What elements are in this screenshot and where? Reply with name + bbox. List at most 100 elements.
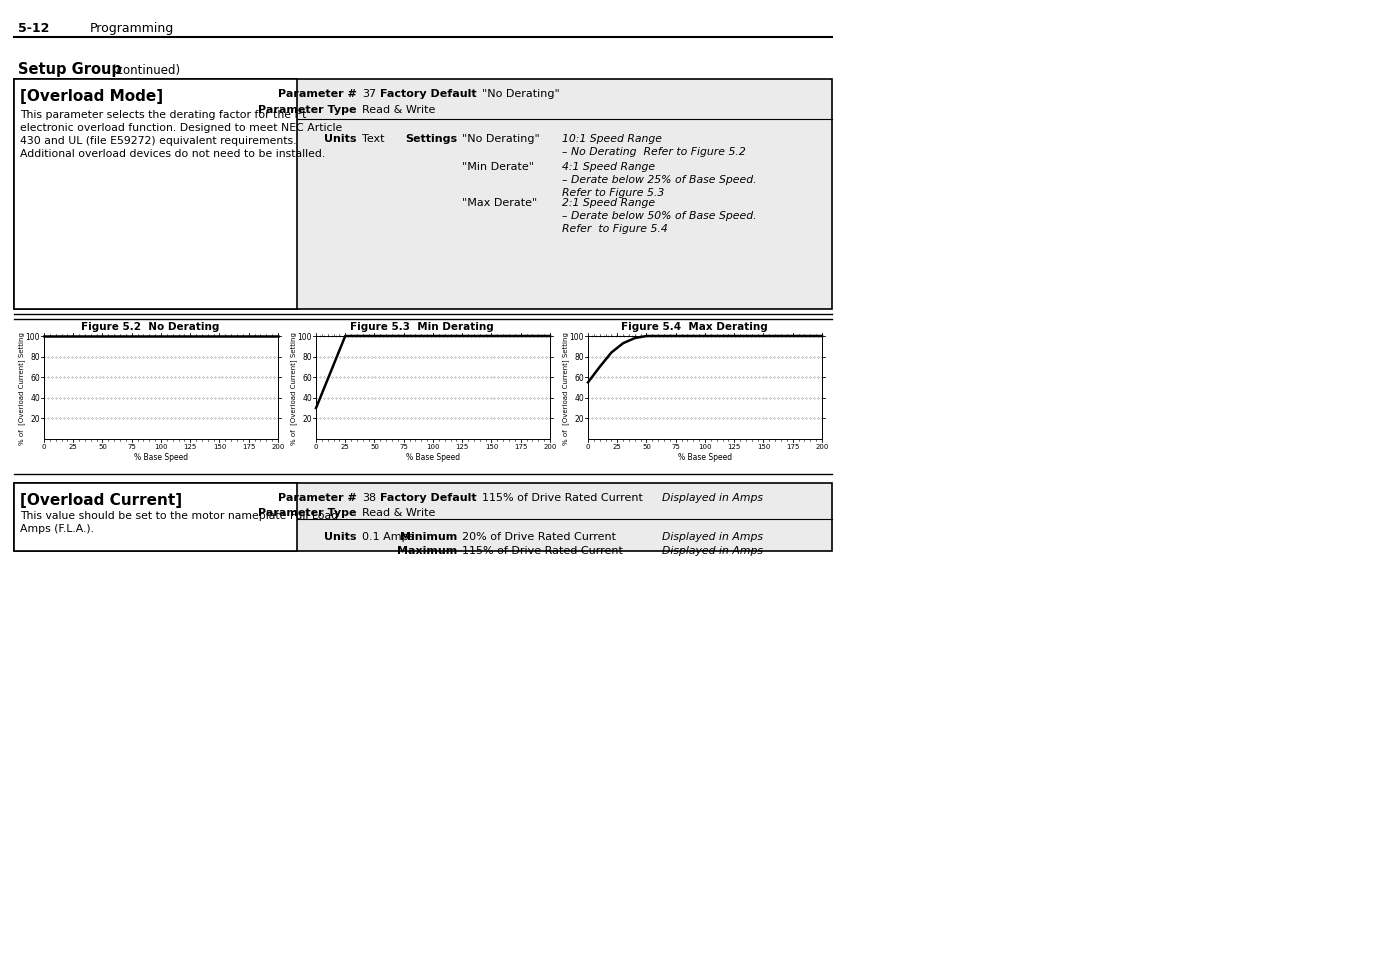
Text: 200: 200 xyxy=(543,443,557,450)
Bar xyxy=(14,483,832,552)
Text: 60: 60 xyxy=(303,374,312,382)
Text: electronic overload function. Designed to meet NEC Article: electronic overload function. Designed t… xyxy=(19,123,343,132)
Text: 38: 38 xyxy=(362,493,376,502)
Text: "Min Derate": "Min Derate" xyxy=(462,162,533,172)
Text: 10:1 Speed Range: 10:1 Speed Range xyxy=(562,133,662,144)
Text: 50: 50 xyxy=(98,443,106,450)
Text: 60: 60 xyxy=(575,374,585,382)
Text: (continued): (continued) xyxy=(112,64,180,77)
Bar xyxy=(14,80,832,310)
Text: Displayed in Amps: Displayed in Amps xyxy=(662,493,763,502)
Text: 50: 50 xyxy=(370,443,379,450)
Text: 200: 200 xyxy=(815,443,829,450)
Text: % Base Speed: % Base Speed xyxy=(134,453,188,461)
Text: 5-12: 5-12 xyxy=(18,22,50,35)
Text: 25: 25 xyxy=(612,443,622,450)
Text: 175: 175 xyxy=(514,443,528,450)
Text: Factory Default: Factory Default xyxy=(380,493,477,502)
Text: 100: 100 xyxy=(297,333,312,341)
Text: 0: 0 xyxy=(41,443,46,450)
Text: 2:1 Speed Range: 2:1 Speed Range xyxy=(562,198,655,208)
Text: "No Derating": "No Derating" xyxy=(462,133,540,144)
Text: 40: 40 xyxy=(30,394,40,403)
Text: – No Derating  Refer to Figure 5.2: – No Derating Refer to Figure 5.2 xyxy=(562,147,746,157)
Text: 150: 150 xyxy=(485,443,498,450)
Text: Displayed in Amps: Displayed in Amps xyxy=(662,532,763,541)
Bar xyxy=(587,336,822,439)
Text: 20: 20 xyxy=(575,415,585,423)
Text: 80: 80 xyxy=(30,353,40,362)
Text: 125: 125 xyxy=(184,443,196,450)
Text: 20: 20 xyxy=(30,415,40,423)
Text: 75: 75 xyxy=(672,443,680,450)
Text: This parameter selects the derating factor for the I²t: This parameter selects the derating fact… xyxy=(19,110,307,120)
Bar xyxy=(14,483,297,552)
Text: Figure 5.2  No Derating: Figure 5.2 No Derating xyxy=(80,322,220,332)
Text: 175: 175 xyxy=(786,443,799,450)
Text: Figure 5.3  Min Derating: Figure 5.3 Min Derating xyxy=(350,322,493,332)
Text: This value should be set to the motor nameplate Full Load: This value should be set to the motor na… xyxy=(19,511,339,520)
Text: [Overload Current]: [Overload Current] xyxy=(19,493,182,507)
Text: Units: Units xyxy=(325,532,357,541)
Text: "Max Derate": "Max Derate" xyxy=(462,198,538,208)
Text: % of  [Overload Current] Setting: % of [Overload Current] Setting xyxy=(290,332,297,444)
Text: Refer to Figure 5.3: Refer to Figure 5.3 xyxy=(562,188,665,198)
Text: 20% of Drive Rated Current: 20% of Drive Rated Current xyxy=(462,532,616,541)
Bar xyxy=(14,80,297,310)
Text: % of  [Overload Current] Setting: % of [Overload Current] Setting xyxy=(562,332,569,444)
Text: 50: 50 xyxy=(643,443,651,450)
Text: Programming: Programming xyxy=(90,22,174,35)
Text: % Base Speed: % Base Speed xyxy=(406,453,460,461)
Text: – Derate below 50% of Base Speed.: – Derate below 50% of Base Speed. xyxy=(562,211,756,221)
Text: 75: 75 xyxy=(399,443,408,450)
Text: Parameter Type: Parameter Type xyxy=(258,105,357,115)
Text: 100: 100 xyxy=(25,333,40,341)
Text: 430 and UL (file E59272) equivalent requirements.: 430 and UL (file E59272) equivalent requ… xyxy=(19,136,297,146)
Text: Units: Units xyxy=(325,133,357,144)
Text: 0.1 Amps: 0.1 Amps xyxy=(362,532,415,541)
Text: Parameter Type: Parameter Type xyxy=(258,507,357,517)
Text: "No Derating": "No Derating" xyxy=(482,89,560,99)
Text: 115% of Drive Rated Current: 115% of Drive Rated Current xyxy=(462,545,623,556)
Text: Setup Group: Setup Group xyxy=(18,62,122,77)
Bar xyxy=(316,336,550,439)
Text: Read & Write: Read & Write xyxy=(362,507,435,517)
Text: 4:1 Speed Range: 4:1 Speed Range xyxy=(562,162,655,172)
Text: 200: 200 xyxy=(271,443,285,450)
Text: Refer  to Figure 5.4: Refer to Figure 5.4 xyxy=(562,224,668,233)
Text: 60: 60 xyxy=(30,374,40,382)
Text: 25: 25 xyxy=(341,443,350,450)
Text: Parameter #: Parameter # xyxy=(278,493,357,502)
Text: 37: 37 xyxy=(362,89,376,99)
Text: 80: 80 xyxy=(575,353,585,362)
Text: Parameter #: Parameter # xyxy=(278,89,357,99)
Text: Amps (F.L.A.).: Amps (F.L.A.). xyxy=(19,523,94,534)
Text: Factory Default: Factory Default xyxy=(380,89,477,99)
Text: 100: 100 xyxy=(426,443,439,450)
Text: % of  [Overload Current] Setting: % of [Overload Current] Setting xyxy=(18,332,25,444)
Text: 175: 175 xyxy=(242,443,256,450)
Text: 20: 20 xyxy=(303,415,312,423)
Text: 150: 150 xyxy=(757,443,770,450)
Text: Settings: Settings xyxy=(405,133,457,144)
Text: Additional overload devices do not need to be installed.: Additional overload devices do not need … xyxy=(19,149,325,159)
Text: 125: 125 xyxy=(728,443,741,450)
Text: 100: 100 xyxy=(569,333,585,341)
Text: 100: 100 xyxy=(155,443,167,450)
Text: Maximum: Maximum xyxy=(397,545,457,556)
Text: 0: 0 xyxy=(314,443,318,450)
Text: 80: 80 xyxy=(303,353,312,362)
Text: 25: 25 xyxy=(69,443,77,450)
Text: Read & Write: Read & Write xyxy=(362,105,435,115)
Text: 115% of Drive Rated Current: 115% of Drive Rated Current xyxy=(482,493,643,502)
Text: Displayed in Amps: Displayed in Amps xyxy=(662,545,763,556)
Text: Text: Text xyxy=(362,133,384,144)
Text: 40: 40 xyxy=(303,394,312,403)
Text: [Overload Mode]: [Overload Mode] xyxy=(19,89,163,104)
Text: – Derate below 25% of Base Speed.: – Derate below 25% of Base Speed. xyxy=(562,174,756,185)
Text: Minimum: Minimum xyxy=(399,532,457,541)
Text: 100: 100 xyxy=(698,443,712,450)
Text: % Base Speed: % Base Speed xyxy=(679,453,732,461)
Text: 125: 125 xyxy=(456,443,468,450)
Bar xyxy=(44,336,278,439)
